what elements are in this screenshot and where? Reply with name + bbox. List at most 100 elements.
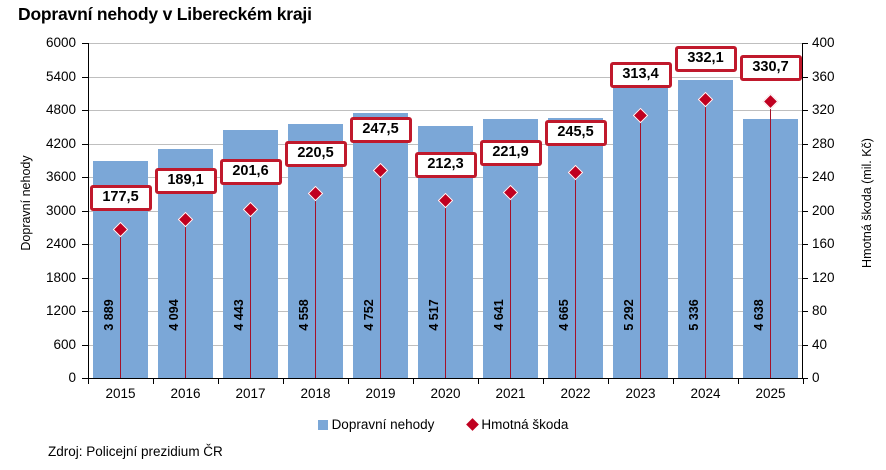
x-axis-tick: [543, 378, 544, 384]
y-axis-right-tick: [802, 177, 808, 178]
x-axis-tick: [478, 378, 479, 384]
y-axis-right-tick: [802, 277, 808, 279]
bar-value-label: 4 641: [491, 299, 506, 331]
bar-value-label: 5 292: [621, 299, 636, 331]
bar-value-label: 4 443: [231, 299, 246, 331]
marker-stem: [704, 99, 707, 378]
marker-stem: [769, 101, 772, 378]
marker-stem: [509, 192, 512, 378]
legend: Dopravní nehody Hmotná škoda: [0, 417, 886, 432]
y-axis-right-tick-label: 360: [812, 68, 835, 84]
y-axis-right-tick: [802, 110, 808, 111]
y-axis-left-tick: [82, 277, 88, 279]
bar-value-label: 3 889: [101, 299, 116, 331]
y-axis-left-tick-label: 2400: [45, 236, 76, 251]
x-axis-tick-label: 2020: [430, 386, 461, 401]
y-axis-left-tick-label: 4800: [45, 102, 76, 117]
y-axis-left-tick-label: 3600: [45, 169, 76, 184]
y-axis-right-tick: [802, 344, 808, 346]
y-axis-left-tick: [82, 177, 88, 178]
data-point-callout: 177,5: [89, 185, 152, 212]
y-axis-right-tick-label: 0: [812, 370, 820, 385]
bar-value-label: 4 517: [426, 299, 441, 331]
y-axis-left-tick-label: 0: [68, 370, 76, 385]
bar-value-label: 4 638: [751, 299, 766, 331]
y-axis-right-tick: [802, 210, 808, 212]
marker-stem: [444, 200, 447, 378]
diamond-marker-icon: [466, 418, 480, 431]
y-axis-left-tick: [82, 143, 88, 145]
gridline: [88, 110, 803, 111]
x-axis-tick-label: 2019: [365, 386, 396, 401]
x-axis-tick-label: 2022: [560, 386, 591, 401]
marker-stem: [249, 209, 252, 378]
y-axis-left-tick: [82, 244, 88, 245]
y-axis-right-tick-label: 280: [812, 135, 835, 151]
y-axis-right-tick-label: 200: [812, 202, 835, 218]
x-axis-tick: [348, 378, 349, 384]
legend-item-label: Hmotná škoda: [481, 417, 569, 432]
legend-item-label: Dopravní nehody: [331, 417, 435, 432]
y-axis-left-tick: [82, 344, 88, 346]
y-axis-right-tick: [802, 143, 808, 145]
data-point-callout: 212,3: [414, 152, 477, 179]
y-axis-left-tick-label: 3000: [45, 202, 76, 218]
y-axis-left-tick-label: 1800: [45, 269, 76, 285]
y-axis-left-tick-label: 1200: [45, 303, 76, 318]
data-point-callout: 220,5: [284, 141, 347, 168]
y-axis-left-tick: [82, 210, 88, 212]
y-axis-right-tick-label: 320: [812, 102, 835, 117]
y-axis-right-tick-label: 80: [812, 303, 828, 318]
y-axis-left-tick-label: 4200: [45, 135, 76, 151]
bar-value-label: 4 752: [361, 299, 376, 331]
x-axis-tick: [803, 378, 804, 384]
x-axis-tick: [738, 378, 739, 384]
page-title: Dopravní nehody v Libereckém kraji: [18, 4, 312, 24]
y-axis-left-tick: [82, 76, 88, 78]
x-axis-tick-label: 2018: [300, 386, 331, 401]
marker-stem: [574, 172, 577, 378]
y-axis-right-tick-label: 160: [812, 236, 835, 251]
data-point-callout: 247,5: [349, 116, 412, 143]
x-axis-tick-label: 2016: [170, 386, 201, 401]
y-axis-right-tick-label: 240: [812, 169, 835, 184]
y-axis-left-tick: [82, 378, 88, 379]
y-axis-left-line: [88, 43, 89, 378]
marker-stem: [119, 229, 122, 378]
marker-stem: [639, 115, 642, 378]
legend-item[interactable]: Hmotná škoda: [466, 417, 569, 432]
x-axis-tick-label: 2021: [495, 386, 526, 401]
y-axis-right-tick: [802, 76, 808, 78]
marker-stem: [379, 170, 382, 378]
legend-item[interactable]: Dopravní nehody: [317, 417, 435, 432]
y-axis-left-labels: 0 600 1200 1800 2400 3000 3600 4200 4800 5400 6000: [12, 36, 76, 384]
x-axis-tick-label: 2015: [105, 386, 136, 401]
y-axis-right-tick-label: 120: [812, 269, 835, 285]
bar-value-label: 4 665: [556, 299, 571, 331]
data-point-callout: 189,1: [154, 167, 217, 194]
x-axis-tick: [153, 378, 154, 384]
data-point-callout: 201,6: [219, 159, 282, 186]
gridline: [88, 76, 803, 78]
square-marker-icon: [317, 419, 328, 430]
x-axis-tick-label: 2024: [690, 386, 721, 401]
y-axis-right-tick: [802, 378, 808, 379]
data-point-callout: 332,1: [674, 45, 737, 72]
plot-area: 3 889 177,5 4 094 189,1 4 443 201,6 4 558 220,5…: [82, 43, 808, 384]
x-axis-tick: [608, 378, 609, 384]
x-axis-tick: [413, 378, 414, 384]
x-axis-tick-label: 2023: [625, 386, 656, 401]
y-axis-left-tick-label: 5400: [45, 68, 76, 84]
y-axis-right-tick-label: 400: [812, 35, 835, 50]
x-axis-tick-label: 2017: [235, 386, 266, 401]
y-axis-left-tick: [82, 311, 88, 312]
source-note: Zdroj: Policejní prezidium ČR: [48, 444, 223, 459]
y-axis-right-tick: [802, 43, 808, 44]
x-axis-tick: [88, 378, 89, 384]
y-axis-right-tick: [802, 244, 808, 245]
y-axis-left-tick-label: 600: [53, 336, 76, 352]
gridline: [88, 43, 803, 44]
bar-value-label: 4 558: [296, 299, 311, 331]
y-axis-right-labels: 0 40 80 120 160 200 240 280 320 360 400: [812, 36, 862, 384]
x-axis-tick-label: 2025: [755, 386, 786, 401]
